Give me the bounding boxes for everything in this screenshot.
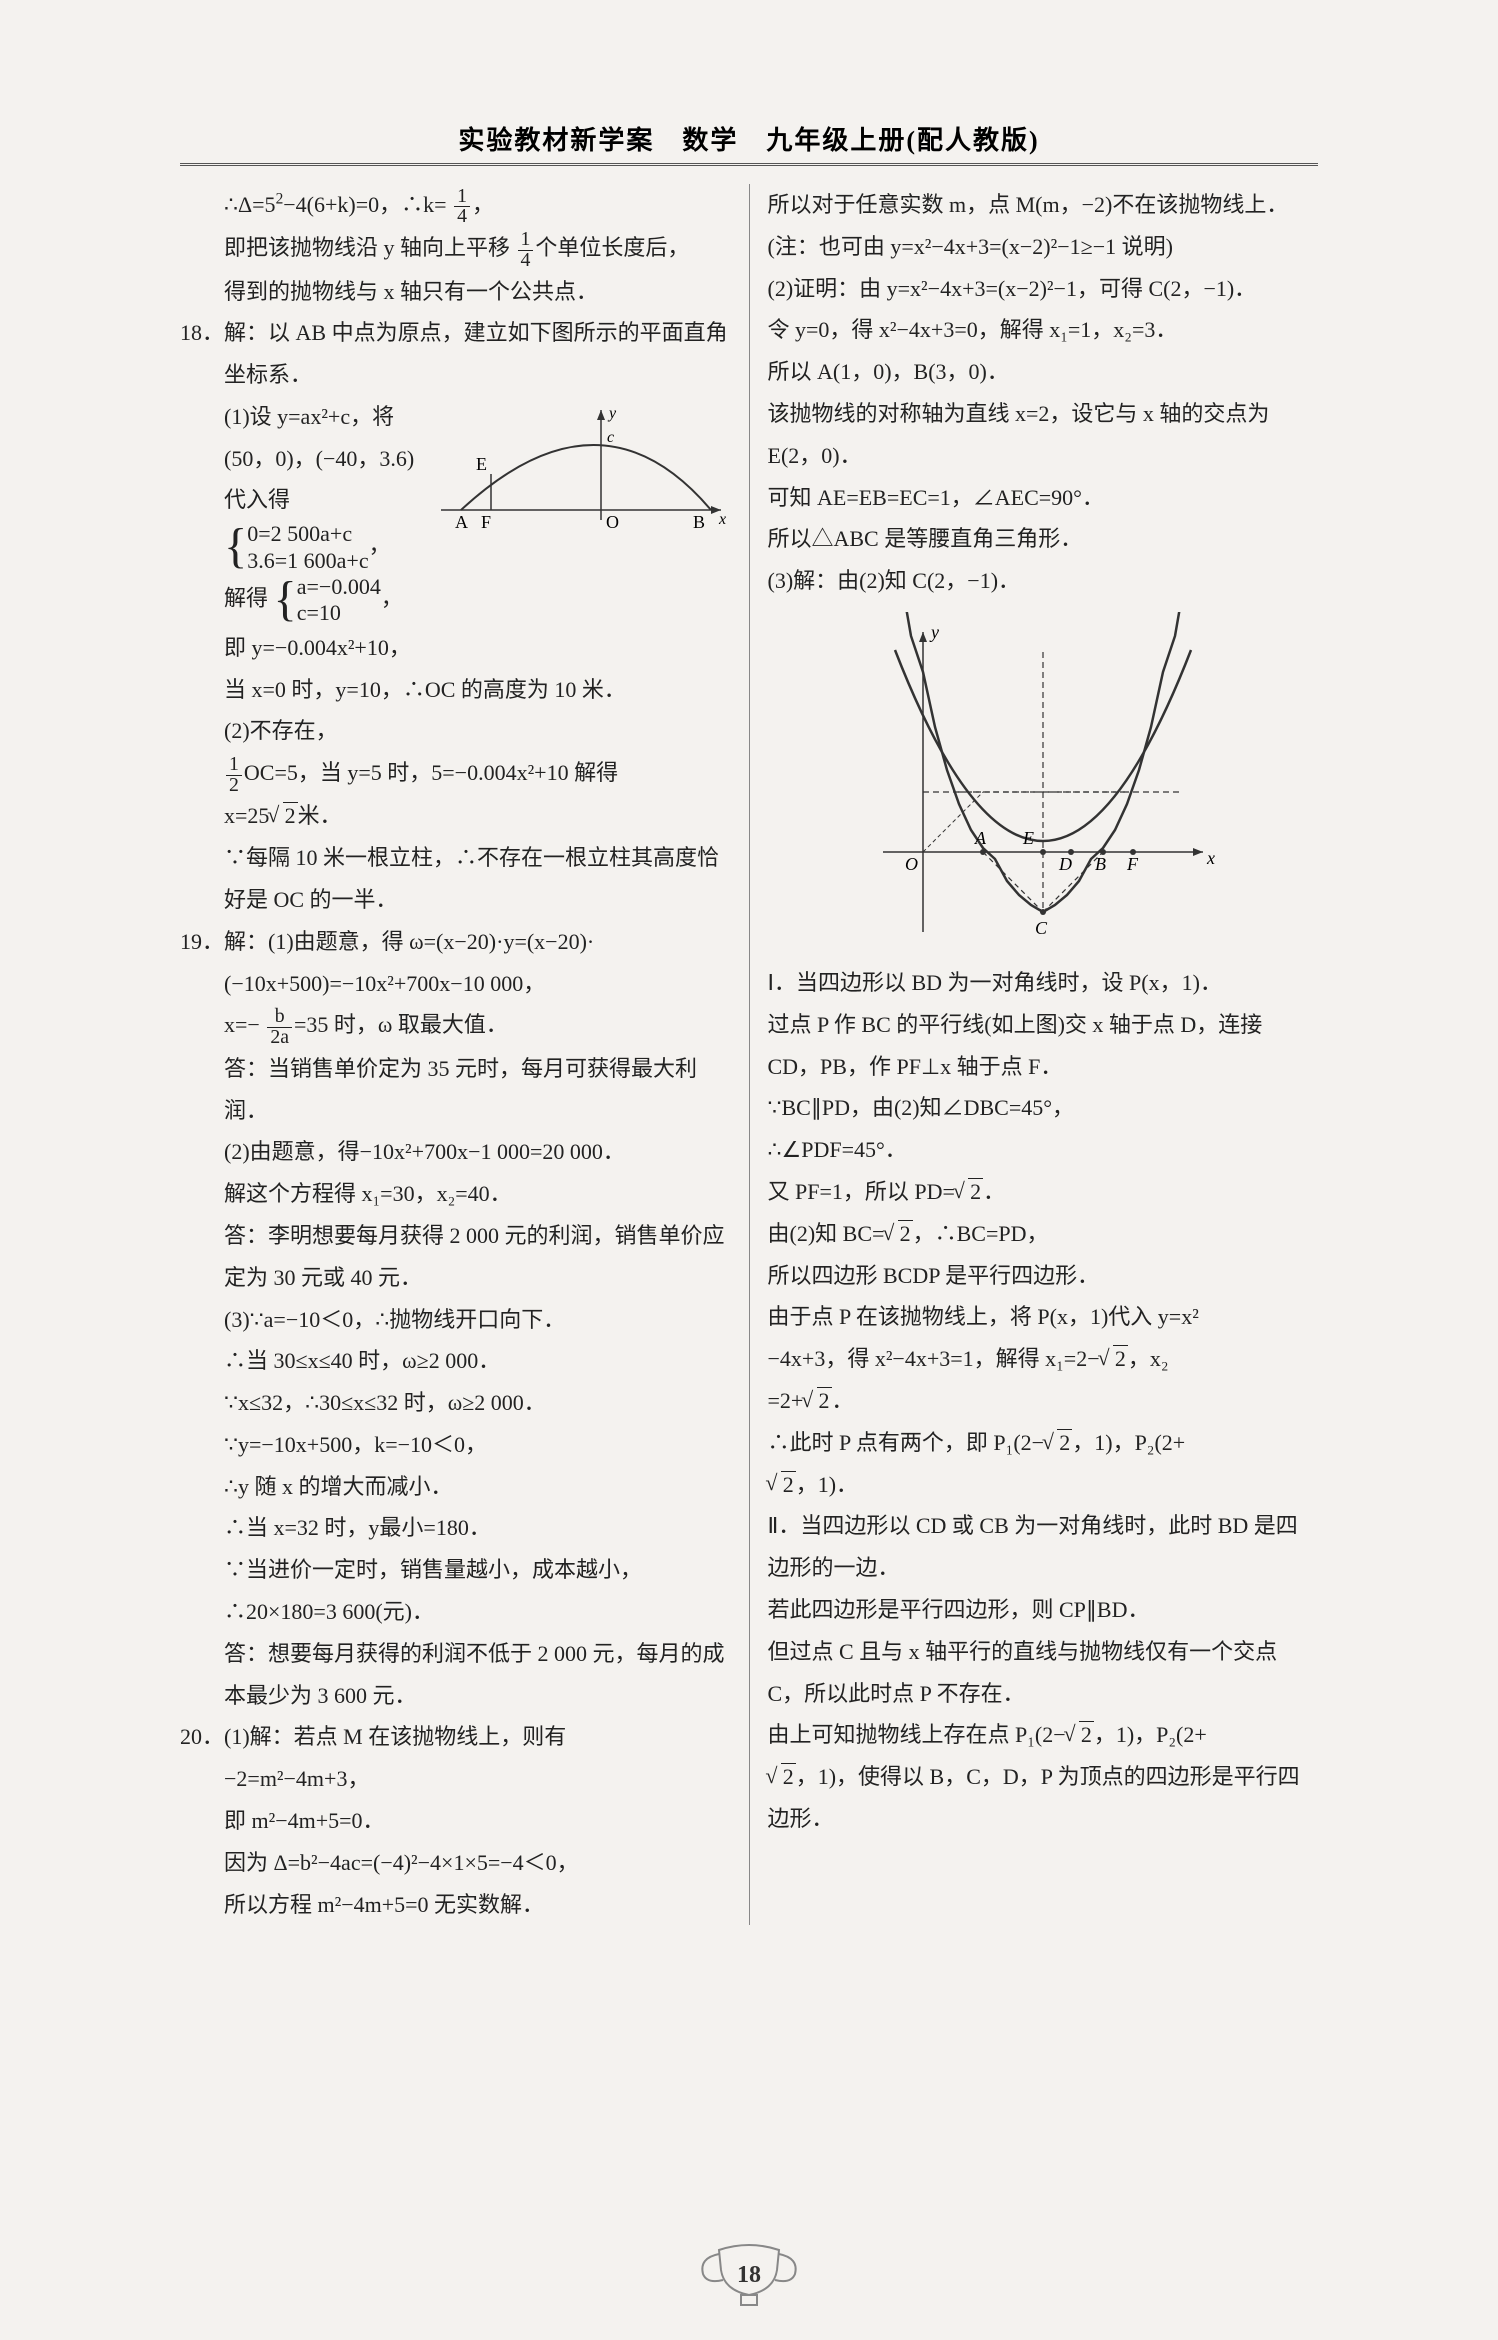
- label-E: E: [1022, 828, 1034, 848]
- line: ∵y=−10x+500，k=−10＜0，: [180, 1424, 731, 1466]
- label-C: C: [1035, 918, 1048, 938]
- fraction: 14: [518, 230, 534, 271]
- fraction: 14: [454, 187, 470, 228]
- label-c: c: [607, 429, 614, 446]
- line: 因为 Δ=b²−4ac=(−4)²−4×1×5=−4＜0，: [180, 1842, 731, 1884]
- page-number: 18: [689, 2262, 809, 2289]
- page-header: 实验教材新学案 数学 九年级上册(配人教版): [180, 120, 1318, 166]
- line: x=252米．: [180, 795, 731, 837]
- right-column: 所以对于任意实数 m，点 M(m，−2)不在该抛物线上． (注：也可由 y=x²…: [750, 184, 1319, 1925]
- line: Ⅰ．当四边形以 BD 为一对角线时，设 P(x，1)．: [768, 962, 1319, 1004]
- label-y: y: [607, 405, 617, 422]
- line: 答：当销售单价定为 35 元时，每月可获得最大利润．: [180, 1048, 731, 1132]
- line: 即 y=−0.004x²+10，: [180, 627, 731, 669]
- line: (2)由题意，得−10x²+700x−1 000=20 000．: [180, 1131, 731, 1173]
- line: (2)不存在，: [180, 710, 731, 752]
- line: (3)解：由(2)知 C(2，−1)．: [768, 560, 1319, 602]
- sqrt: 2: [269, 795, 297, 837]
- line: 又 PF=1，所以 PD=2．: [768, 1171, 1319, 1213]
- label-E: E: [476, 454, 487, 474]
- line: ∵x≤32，∴30≤x≤32 时，ω≥2 000．: [180, 1382, 731, 1424]
- line: ∴20×180=3 600(元)．: [180, 1591, 731, 1633]
- line: =2+2．: [768, 1380, 1319, 1422]
- line: 解这个方程得 x₁=30，x₂=40．: [180, 1173, 731, 1215]
- label-B: B: [693, 512, 705, 532]
- q-number-20: 20．: [180, 1724, 224, 1749]
- line: −2=m²−4m+3，: [180, 1758, 731, 1800]
- q18-head: 18．解：以 AB 中点为原点，建立如下图所示的平面直角坐标系．: [180, 312, 731, 396]
- label-O: O: [905, 854, 918, 874]
- label-D: D: [1058, 854, 1072, 874]
- line: (3)∵a=−10＜0，∴抛物线开口向下．: [180, 1299, 731, 1341]
- line: 2，1)．: [768, 1464, 1319, 1506]
- line: 答：想要每月获得的利润不低于 2 000 元，每月的成本最少为 3 600 元．: [180, 1633, 731, 1717]
- line: ∵每隔 10 米一根立柱，∴不存在一根立柱其高度恰好是 OC 的一半．: [180, 837, 731, 921]
- line: 令 y=0，得 x²−4x+3=0，解得 x₁=1，x₂=3．: [768, 309, 1319, 351]
- line: (注：也可由 y=x²−4x+3=(x−2)²−1≥−1 说明): [768, 226, 1319, 268]
- fraction: 12: [226, 755, 242, 796]
- label-B: B: [1095, 854, 1106, 874]
- line: ∴当 30≤x≤40 时，ω≥2 000．: [180, 1340, 731, 1382]
- line: 解得 { a=−0.004 c=10 ，: [180, 574, 731, 627]
- q19-head: 19．解：(1)由题意，得 ω=(x−20)·y=(x−20)·: [180, 921, 731, 963]
- line: 由于点 P 在该抛物线上，将 P(x，1)代入 y=x²: [768, 1296, 1319, 1338]
- line: 即 m²−4m+5=0．: [180, 1800, 731, 1842]
- label-A: A: [455, 512, 468, 532]
- label-O: O: [606, 512, 619, 532]
- line: 但过点 C 且与 x 轴平行的直线与抛物线仅有一个交点 C，所以此时点 P 不存…: [768, 1631, 1319, 1715]
- line: ∵当进价一定时，销售量越小，成本越小，: [180, 1549, 731, 1591]
- line: 由上可知抛物线上存在点 P₁(2−2，1)，P₂(2+: [768, 1714, 1319, 1756]
- q-number-19: 19．: [180, 929, 224, 954]
- line: (−10x+500)=−10x²+700x−10 000，: [180, 963, 731, 1005]
- left-column: ∴Δ=52−4(6+k)=0，∴k= 14， 即把该抛物线沿 y 轴向上平移 1…: [180, 184, 750, 1925]
- line: 当 x=0 时，y=10，∴OC 的高度为 10 米．: [180, 669, 731, 711]
- line: Ⅱ．当四边形以 CD 或 CB 为一对角线时，此时 BD 是四边形的一边．: [768, 1505, 1319, 1589]
- label-F: F: [481, 512, 491, 532]
- line: ∴此时 P 点有两个，即 P₁(2−2，1)，P₂(2+: [768, 1422, 1319, 1464]
- fraction: b2a: [267, 1007, 292, 1048]
- figure-arch: A F O B x y E c: [431, 400, 731, 540]
- line: 所以方程 m²−4m+5=0 无实数解．: [180, 1884, 731, 1926]
- line: 得到的抛物线与 x 轴只有一个公共点．: [180, 271, 731, 313]
- line: ∴∠PDF=45°．: [768, 1129, 1319, 1171]
- q20-head: 20．(1)解：若点 M 在该抛物线上，则有: [180, 1716, 731, 1758]
- line: 由(2)知 BC=2，∴BC=PD，: [768, 1213, 1319, 1255]
- label-x: x: [718, 511, 726, 528]
- line: 可知 AE=EB=EC=1，∠AEC=90°．: [768, 477, 1319, 519]
- line: x=− b2a=35 时，ω 取最大值．: [180, 1004, 731, 1047]
- line: 所以对于任意实数 m，点 M(m，−2)不在该抛物线上．: [768, 184, 1319, 226]
- line: 12OC=5，当 y=5 时，5=−0.004x²+10 解得: [180, 752, 731, 795]
- line: ∴Δ=52−4(6+k)=0，∴k= 14，: [180, 184, 731, 227]
- line: 所以四边形 BCDP 是平行四边形．: [768, 1255, 1319, 1297]
- q-number-18: 18．: [180, 320, 224, 345]
- line: 过点 P 作 BC 的平行线(如上图)交 x 轴于点 D，连接 CD，PB，作 …: [768, 1004, 1319, 1088]
- line: 该抛物线的对称轴为直线 x=2，设它与 x 轴的交点为 E(2，0)．: [768, 393, 1319, 477]
- line: ∴当 x=32 时，y最小=180．: [180, 1507, 731, 1549]
- line: ∵BC∥PD，由(2)知∠DBC=45°，: [768, 1087, 1319, 1129]
- line: 所以 A(1，0)，B(3，0)．: [768, 351, 1319, 393]
- line: 2，1)，使得以 B，C，D，P 为顶点的四边形是平行四边形．: [768, 1756, 1319, 1840]
- line: (2)证明：由 y=x²−4x+3=(x−2)²−1，可得 C(2，−1)．: [768, 268, 1319, 310]
- page-footer: 18: [689, 2240, 809, 2310]
- label-A: A: [974, 828, 987, 848]
- line: 所以△ABC 是等腰直角三角形．: [768, 518, 1319, 560]
- line: 即把该抛物线沿 y 轴向上平移 14个单位长度后，: [180, 227, 731, 270]
- line: 若此四边形是平行四边形，则 CP∥BD．: [768, 1589, 1319, 1631]
- label-y: y: [929, 622, 939, 642]
- line: −4x+3，得 x²−4x+3=1，解得 x₁=2−2，x₂: [768, 1338, 1319, 1380]
- figure-parabola: x y O: [863, 612, 1223, 952]
- line: 答：李明想要每月获得 2 000 元的利润，销售单价应定为 30 元或 40 元…: [180, 1215, 731, 1299]
- line: ∴y 随 x 的增大而减小．: [180, 1466, 731, 1508]
- label-F: F: [1126, 854, 1139, 874]
- label-x: x: [1206, 848, 1215, 868]
